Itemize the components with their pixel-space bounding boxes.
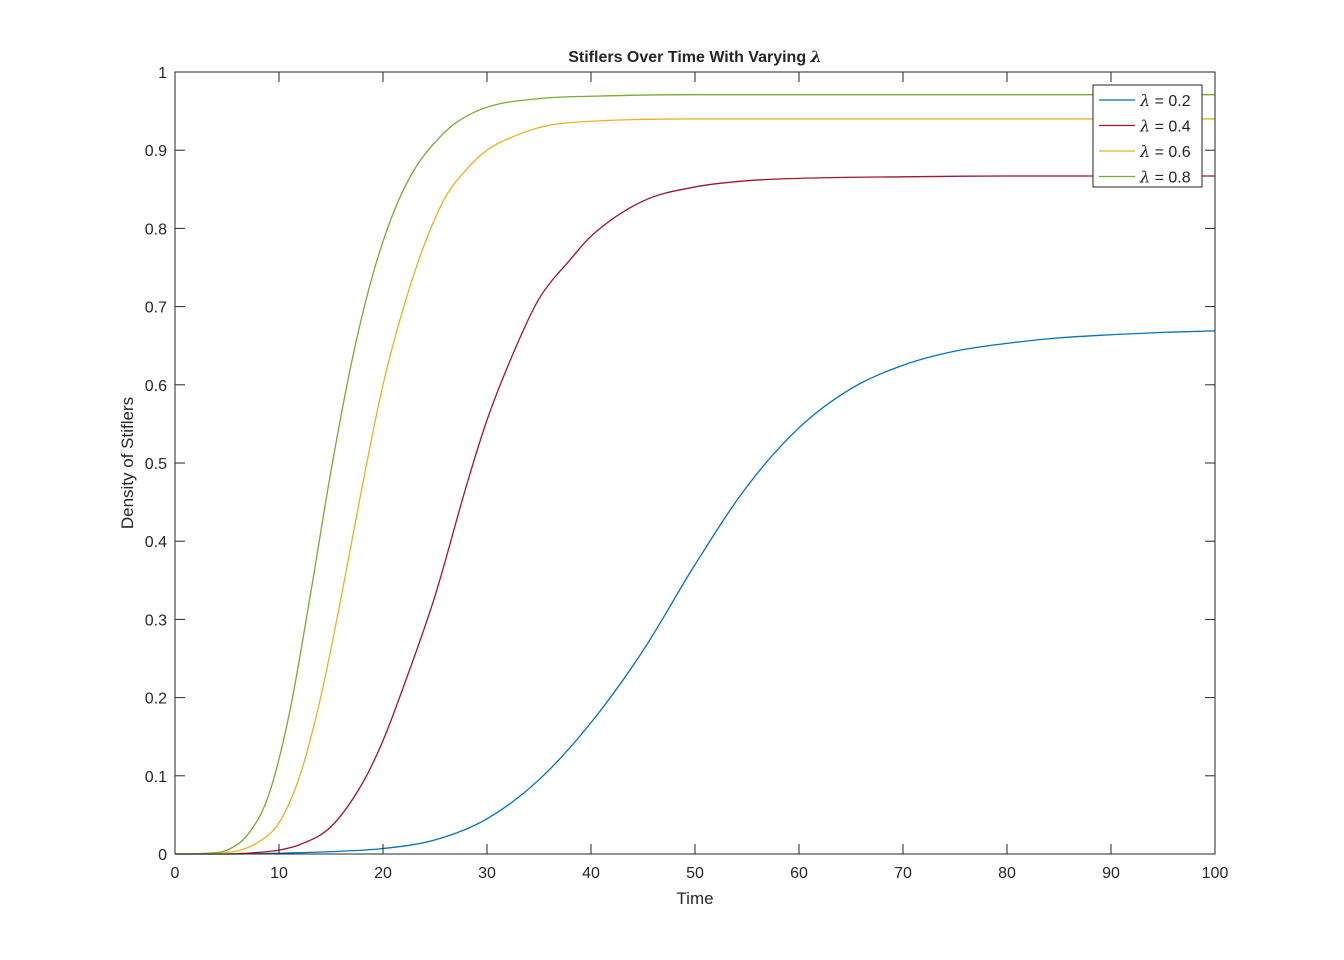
legend-symbol: λ — [1139, 168, 1150, 187]
legend-label-3: λ = 0.6 — [1139, 142, 1191, 161]
x-tick-label: 40 — [582, 865, 600, 882]
x-tick-label: 50 — [686, 865, 704, 882]
plot-area — [175, 72, 1215, 854]
y-tick-label: 0.8 — [145, 221, 167, 238]
x-axis-label: Time — [676, 889, 713, 908]
series-layer — [174, 94, 1216, 855]
x-tick-label: 90 — [1102, 865, 1120, 882]
legend-symbol: λ — [1139, 117, 1150, 136]
series-line-4 — [174, 94, 1215, 855]
series-line-3 — [174, 118, 1215, 855]
y-tick-label: 0.9 — [145, 143, 167, 160]
x-tick-label: 60 — [790, 865, 808, 882]
chart-title: Stiflers Over Time With Varying λ — [568, 47, 822, 66]
legend-label-1: λ = 0.2 — [1139, 91, 1191, 110]
y-tick-label: 0.4 — [145, 534, 167, 551]
legend-box — [1092, 84, 1203, 188]
axes-layer: 0 10 20 30 40 50 60 70 80 90 100 0 0.1 0.2 0.3 0.4 0.5 0.… — [145, 65, 1229, 882]
x-tick-label: 100 — [1202, 865, 1229, 882]
y-axis-label: Density of Stiflers — [118, 397, 137, 529]
y-tick-label: 0.2 — [145, 691, 167, 708]
legend-value: = 0.4 — [1150, 119, 1191, 136]
y-tick-label: 1 — [158, 65, 167, 82]
y-tick-label: 0.1 — [145, 769, 167, 786]
y-tick-label: 0.5 — [145, 456, 167, 473]
series-line-1 — [175, 330, 1216, 855]
x-tick-label: 0 — [171, 865, 180, 882]
x-tick-label: 70 — [894, 865, 912, 882]
y-tick-label: 0.6 — [145, 378, 167, 395]
legend-symbol: λ — [1139, 91, 1150, 110]
y-tick-label: 0.3 — [145, 612, 167, 629]
series-line-2 — [175, 175, 1215, 855]
x-tick-label: 20 — [374, 865, 392, 882]
legend-value: = 0.6 — [1150, 144, 1191, 161]
chart-title-text: Stiflers Over Time With Varying — [568, 49, 810, 66]
y-tick-label: 0.7 — [145, 300, 167, 317]
y-tick-label: 0 — [158, 847, 167, 864]
legend-symbol: λ — [1139, 142, 1150, 161]
legend-label-4: λ = 0.8 — [1139, 168, 1191, 187]
x-tick-label: 80 — [998, 865, 1016, 882]
legend-label-2: λ = 0.4 — [1139, 117, 1191, 136]
chart-title-symbol: λ — [810, 47, 822, 66]
legend-value: = 0.8 — [1150, 170, 1191, 187]
legend-value: = 0.2 — [1150, 93, 1191, 110]
x-tick-label: 10 — [270, 865, 288, 882]
legend: λ = 0.2λ = 0.4λ = 0.6λ = 0.8 — [1092, 84, 1203, 188]
x-tick-label: 30 — [478, 865, 496, 882]
